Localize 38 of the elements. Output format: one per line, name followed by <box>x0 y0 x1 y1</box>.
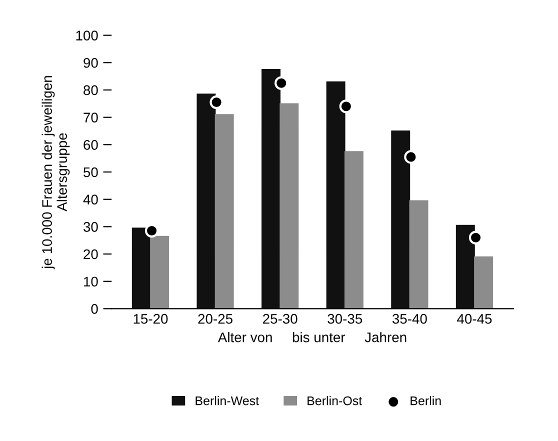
y-tick-label: 50 <box>84 167 98 178</box>
legend-label: Berlin <box>410 396 441 406</box>
y-tick-label: 20 <box>84 249 98 260</box>
bar <box>196 94 216 309</box>
y-tick-label: 100 <box>76 30 98 40</box>
y-tick-label: 70 <box>84 112 98 122</box>
legend-label: Berlin-Ost <box>308 396 362 406</box>
bar <box>391 130 410 309</box>
point <box>468 230 483 244</box>
y-tick-label: 60 <box>84 140 98 150</box>
y-tick-label: 10 <box>84 276 98 287</box>
y-tick-label: 80 <box>84 85 98 96</box>
bar <box>150 236 170 309</box>
y-tick-label: 90 <box>84 58 98 68</box>
y-axis-title: je 10.000 Frauen der jeweiligen Altersgruppe <box>42 76 70 270</box>
point <box>274 76 288 90</box>
x-tick-label: 30-35 <box>328 314 362 324</box>
x-tick-label: 40-45 <box>457 314 492 324</box>
y-tick-label: 30 <box>83 222 98 232</box>
bar <box>132 228 151 309</box>
bar <box>474 256 494 309</box>
x-tick-label: 15-20 <box>134 314 168 324</box>
y-tick-label: 40 <box>83 194 98 204</box>
x-axis-title: Alter von bis unter Jahren <box>218 332 406 342</box>
bar <box>326 81 346 309</box>
x-tick-label: 20-25 <box>198 314 232 324</box>
bar <box>344 151 364 309</box>
point <box>210 95 224 110</box>
x-tick-label: 25-30 <box>263 314 298 324</box>
bar <box>456 224 475 309</box>
legend-label: Berlin-West <box>196 396 259 406</box>
bar <box>214 114 234 309</box>
bar <box>262 69 280 309</box>
bar <box>409 200 428 309</box>
point <box>404 150 418 164</box>
bar <box>280 103 299 309</box>
x-tick-label: 35-40 <box>392 314 427 324</box>
y-tick-label: 0 <box>91 304 98 314</box>
